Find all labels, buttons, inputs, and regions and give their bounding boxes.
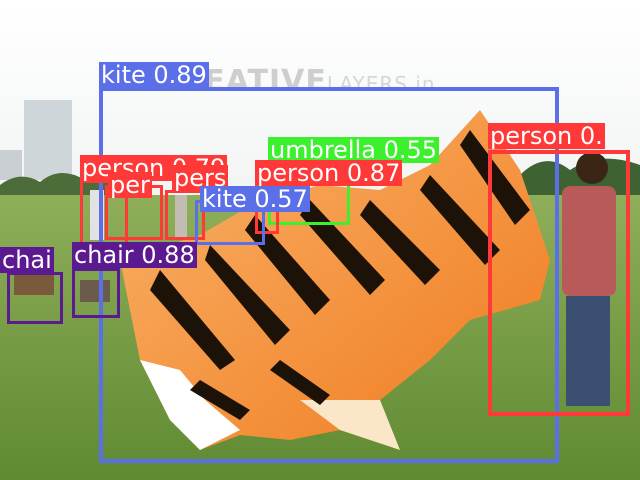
chair-bounding-box xyxy=(7,272,63,324)
person-bounding-box xyxy=(165,190,205,240)
person-label: person 0. xyxy=(488,123,605,149)
chair-bounding-box xyxy=(72,268,120,318)
kite-label: kite 0.57 xyxy=(200,186,310,212)
person-bounding-box xyxy=(488,150,630,416)
umbrella-label: umbrella 0.55 xyxy=(268,137,440,163)
kite-label: kite 0.89 xyxy=(99,62,209,88)
kite-bounding-box xyxy=(99,87,559,463)
person-label: person 0.87 xyxy=(255,160,403,186)
chair-label: chair 0.88 xyxy=(72,242,197,268)
watermark-suffix: LAYERS.in xyxy=(326,72,436,96)
person-label: per xyxy=(108,172,152,198)
chair-label: chai xyxy=(0,247,54,273)
